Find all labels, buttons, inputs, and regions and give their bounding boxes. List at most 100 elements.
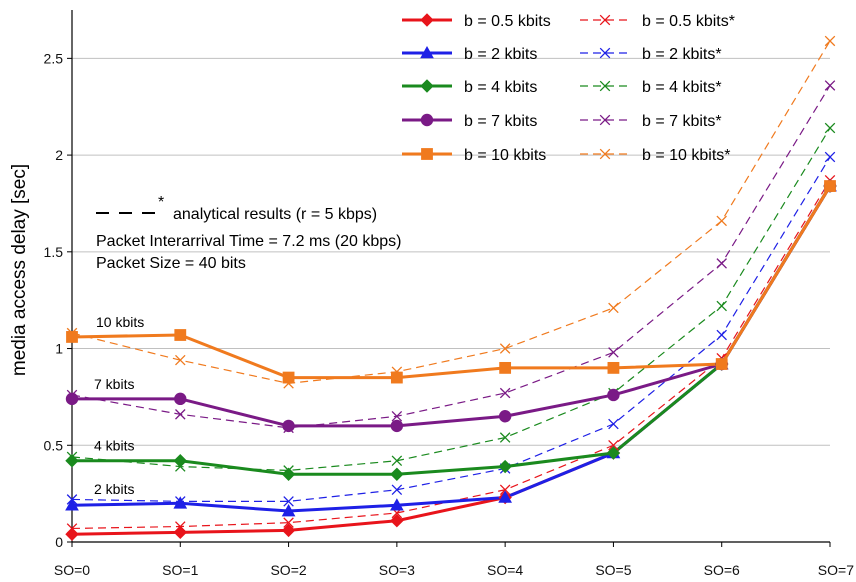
curve-label: 10 kbits xyxy=(96,314,144,330)
data-point xyxy=(499,484,511,496)
data-point xyxy=(716,258,727,269)
data-point xyxy=(824,35,836,47)
data-point xyxy=(65,498,79,511)
data-point xyxy=(281,467,296,481)
series-lines xyxy=(71,40,832,536)
data-point xyxy=(175,409,186,420)
series-line xyxy=(71,185,832,380)
data-point xyxy=(391,484,403,496)
legend-label: b = 4 kbits xyxy=(464,79,537,96)
data-point xyxy=(606,446,621,460)
data-point xyxy=(824,80,836,91)
data-point xyxy=(391,410,403,422)
legend-swatch-marker xyxy=(599,47,611,59)
legend-label: b = 7 kbits xyxy=(464,113,537,130)
series-line xyxy=(72,185,832,428)
data-point xyxy=(608,440,619,451)
data-point xyxy=(390,467,404,481)
x-tick-label: SO=5 xyxy=(595,562,631,578)
x-tick-label: SO=0 xyxy=(54,562,90,578)
data-point xyxy=(390,371,403,384)
data-point xyxy=(498,410,512,423)
y-tick-label: 0 xyxy=(55,534,63,550)
data-point xyxy=(608,418,619,430)
curve-label: 4 kbits xyxy=(94,438,134,454)
packet-size-note: Packet Size = 40 bits xyxy=(96,255,246,272)
legend-label: b = 7 kbits* xyxy=(642,113,722,130)
data-point xyxy=(607,361,620,374)
x-tick-label: SO=6 xyxy=(704,562,740,578)
data-point xyxy=(390,514,404,528)
legend-label: b = 2 kbits xyxy=(464,46,537,63)
data-point xyxy=(499,387,511,399)
series-line xyxy=(71,40,831,384)
gridlines xyxy=(72,57,830,446)
x-tick-label: SO=1 xyxy=(162,562,198,578)
data-point xyxy=(173,525,187,540)
series-line xyxy=(71,127,831,472)
legend-swatch-marker xyxy=(599,114,611,126)
legend-swatch-marker xyxy=(420,79,434,93)
legend-label: b = 0.5 kbits* xyxy=(642,13,735,30)
data-point xyxy=(824,151,836,163)
data-point xyxy=(281,523,296,538)
legend-swatch-marker xyxy=(599,14,611,26)
data-point xyxy=(282,371,295,384)
data-point xyxy=(608,347,619,358)
data-point xyxy=(715,358,728,370)
y-axis-title: media access delay [sec] xyxy=(9,164,30,376)
analytical-note: analytical results (r = 5 kbps) xyxy=(173,206,377,223)
legend-swatch-marker xyxy=(420,113,434,127)
data-point xyxy=(499,361,512,374)
y-tick-label: 1 xyxy=(55,341,63,357)
data-point xyxy=(824,122,836,134)
legend: b = 0.5 kbits b = 2 kbits b = 4 kbits b = 7… xyxy=(402,13,735,164)
legend-label: b = 4 kbits* xyxy=(642,79,722,96)
legend-label: b = 10 kbits xyxy=(464,147,546,164)
y-tick-label: 0.5 xyxy=(44,437,64,453)
x-tick-label: SO=3 xyxy=(379,562,415,578)
data-point xyxy=(607,388,620,402)
data-point xyxy=(281,504,296,517)
data-point xyxy=(499,432,511,443)
data-point xyxy=(391,455,403,467)
data-point xyxy=(716,300,727,312)
series-line xyxy=(72,185,832,476)
legend-swatch-marker xyxy=(599,80,611,92)
legend-label: b = 0.5 kbits xyxy=(464,13,551,30)
analytical-asterisk: * xyxy=(158,194,164,211)
y-tick-label: 2.5 xyxy=(44,50,64,66)
curve-labels: 10 kbits 7 kbits 4 kbits 2 kbits xyxy=(94,314,144,497)
x-tick-label: SO=7 xyxy=(818,562,854,578)
y-tick-label: 1.5 xyxy=(44,244,64,260)
data-point xyxy=(390,419,404,433)
data-point xyxy=(716,329,727,341)
data-point xyxy=(499,343,511,354)
legend-swatch-marker xyxy=(420,45,434,59)
data-point xyxy=(65,392,79,406)
annotations: * analytical results (r = 5 kbps) Packet… xyxy=(96,194,401,272)
data-point xyxy=(283,496,294,507)
axes: 0 0.5 1 1.5 2 2.5 SO=0 SO=1 SO=2 SO=3 SO=4 SO=5 SO=6… xyxy=(44,10,854,578)
legend-label: b = 10 kbits* xyxy=(642,147,731,164)
data-point xyxy=(65,527,79,541)
series-line xyxy=(71,85,831,429)
legend-swatch-marker xyxy=(420,13,434,27)
data-point xyxy=(716,215,727,227)
data-point xyxy=(390,498,404,511)
data-point xyxy=(824,180,836,192)
data-point xyxy=(173,454,187,468)
legend-label: b = 2 kbits* xyxy=(642,46,722,63)
data-point xyxy=(174,392,187,406)
y-tick-label: 2 xyxy=(55,147,63,163)
series-markers xyxy=(65,35,837,541)
data-point xyxy=(498,490,512,503)
legend-swatch-marker xyxy=(599,148,611,160)
curve-label: 2 kbits xyxy=(94,481,134,497)
data-point xyxy=(66,331,78,343)
data-point xyxy=(498,459,512,474)
data-point xyxy=(174,329,187,341)
x-tick-label: SO=2 xyxy=(270,562,306,578)
series-line xyxy=(71,156,831,502)
